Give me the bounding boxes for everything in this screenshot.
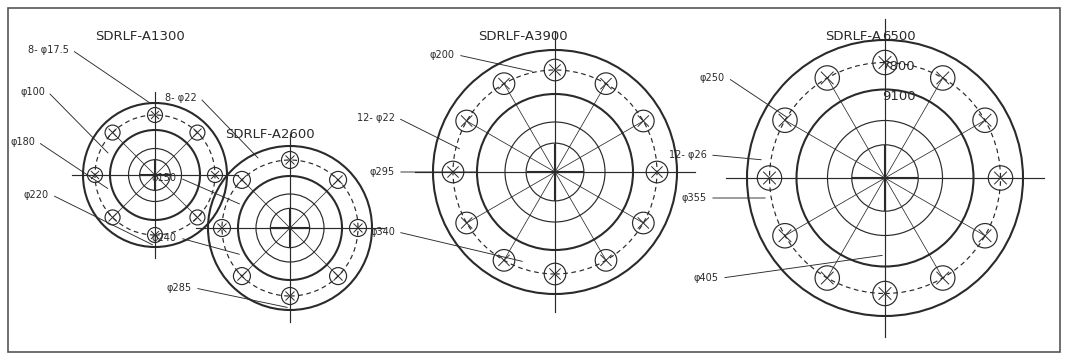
Text: φ240: φ240	[152, 233, 177, 243]
Text: 9100: 9100	[882, 90, 915, 103]
Text: 12- φ22: 12- φ22	[357, 113, 395, 123]
Text: φ295: φ295	[370, 167, 395, 177]
Text: SDRLF-A2600: SDRLF-A2600	[225, 128, 315, 141]
Text: φ250: φ250	[700, 73, 725, 83]
Text: φ200: φ200	[430, 50, 455, 60]
Text: φ355: φ355	[681, 193, 707, 203]
Text: φ100: φ100	[20, 87, 45, 97]
Text: SDRLF-A: SDRLF-A	[824, 30, 881, 43]
Text: 12- φ26: 12- φ26	[670, 150, 707, 160]
Text: φ180: φ180	[10, 137, 35, 147]
Text: SDRLF-A1300: SDRLF-A1300	[95, 30, 185, 43]
Text: SDRLF-A3900: SDRLF-A3900	[478, 30, 567, 43]
Text: φ220: φ220	[23, 190, 49, 200]
Text: 7800: 7800	[882, 60, 915, 73]
Text: φ150: φ150	[152, 173, 177, 183]
Text: 6500: 6500	[882, 30, 915, 43]
Text: 8- φ17.5: 8- φ17.5	[28, 45, 69, 55]
Text: 8- φ22: 8- φ22	[166, 93, 197, 103]
Text: φ405: φ405	[694, 273, 719, 283]
Text: φ340: φ340	[371, 227, 395, 237]
Text: φ285: φ285	[167, 283, 192, 293]
